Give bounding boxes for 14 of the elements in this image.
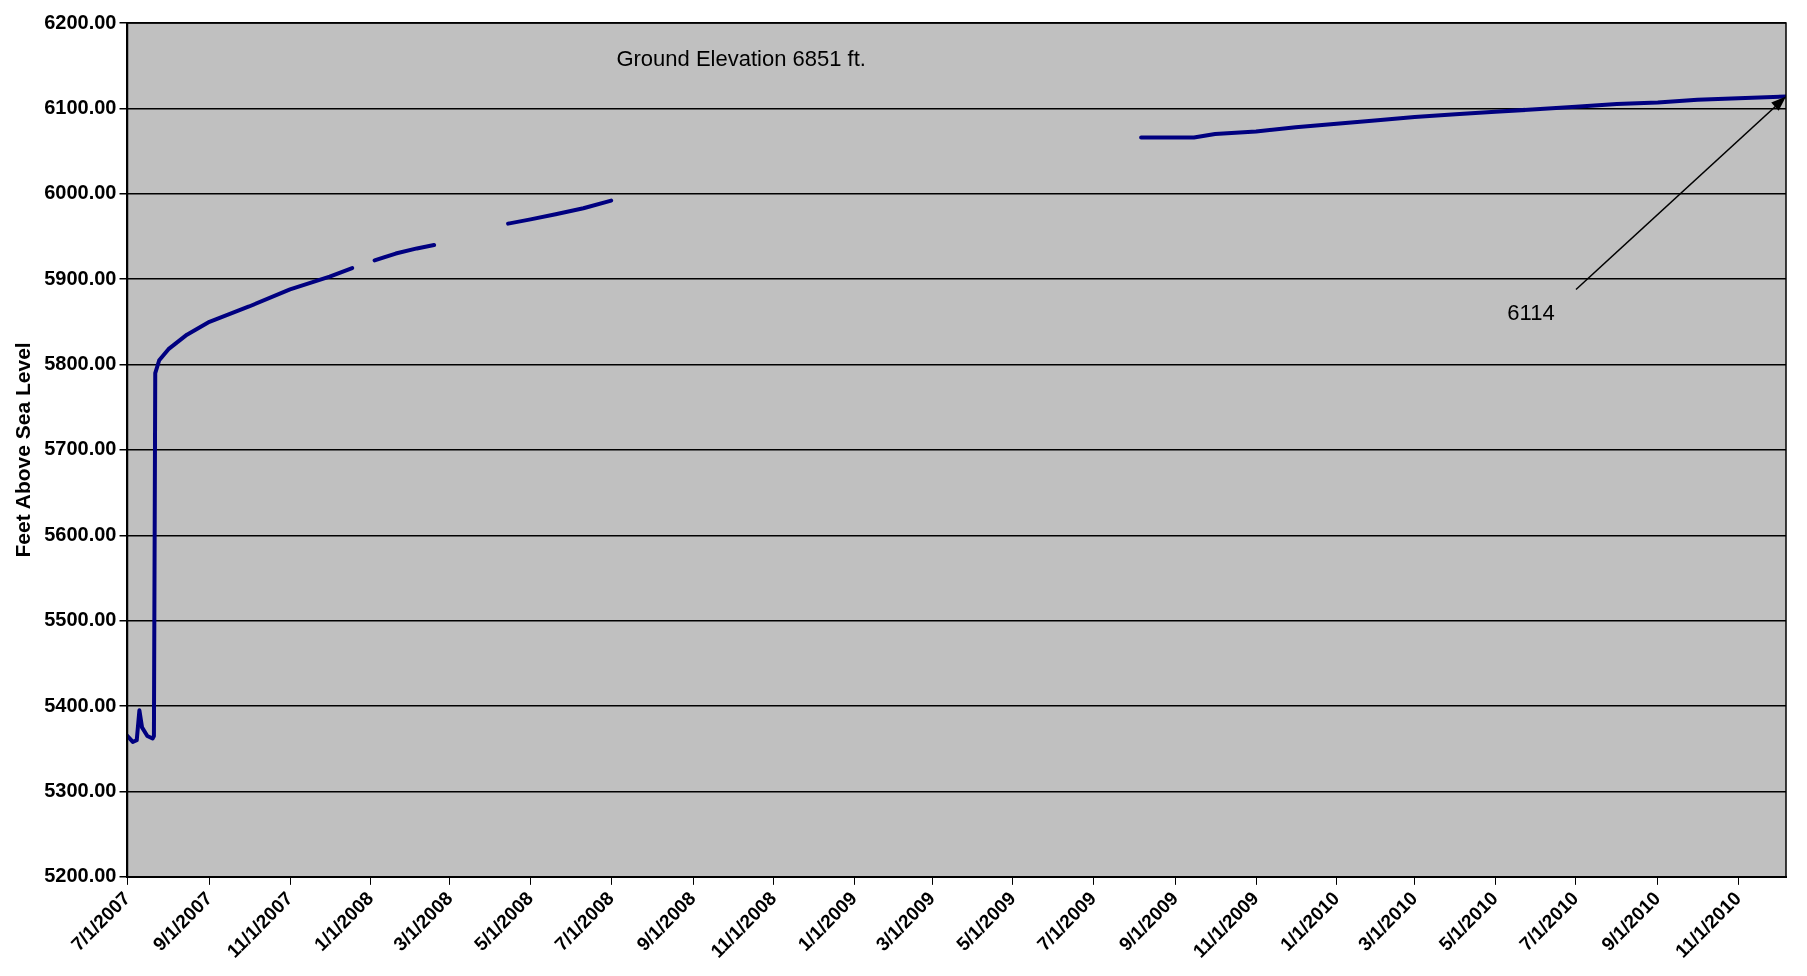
- y-tick-label: 5500.00: [44, 608, 117, 631]
- y-tick-label: 6100.00: [44, 95, 117, 118]
- y-tick-label: 5400.00: [44, 693, 117, 716]
- y-tick-label: 5300.00: [44, 778, 117, 801]
- y-tick-label: 5800.00: [44, 352, 117, 375]
- y-tick-label: 5700.00: [44, 437, 117, 460]
- annotation: Ground Elevation 6851 ft.: [616, 46, 866, 72]
- y-axis-title: Feet Above Sea Level: [11, 342, 35, 558]
- y-tick-label: 6200.00: [44, 10, 117, 33]
- y-tick-label: 5900.00: [44, 266, 117, 289]
- y-tick-label: 5600.00: [44, 522, 117, 545]
- annotation: 6114: [1507, 300, 1555, 326]
- y-tick-label: 6000.00: [44, 181, 117, 204]
- y-tick-label: 5200.00: [44, 864, 117, 887]
